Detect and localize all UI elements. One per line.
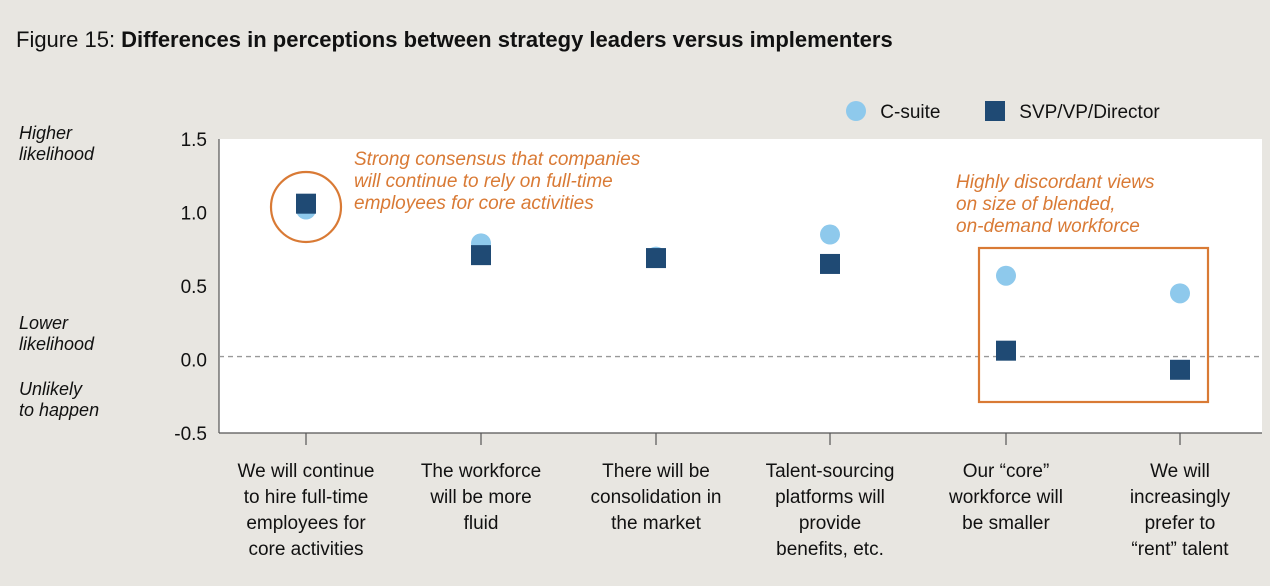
highlight-box (977, 246, 1210, 404)
svp-point (646, 248, 666, 269)
svp-point (1170, 359, 1190, 380)
side-label-line: likelihood (19, 144, 95, 164)
side-label-line: Unlikely (19, 379, 83, 399)
csuite-point (996, 265, 1016, 286)
legend-label-svp: SVP/VP/Director (1019, 102, 1160, 123)
annotation-text: Strong consensus that companies will cont… (354, 149, 641, 214)
legend-item-csuite: C-suite (845, 100, 940, 125)
x-category-label: Talent-sourcing platforms will provide bene… (766, 461, 895, 560)
legend-marker-square (985, 101, 1005, 121)
legend-item-svp: SVP/VP/Director (984, 100, 1160, 125)
side-label-line: Lower (19, 313, 69, 333)
higher-likelihood-label: Higher likelihood (19, 123, 94, 165)
figure-title: Differences in perceptions between strat… (121, 27, 893, 52)
y-tick-label: -0.5 (174, 424, 207, 445)
svp-point (296, 193, 316, 214)
unlikely-label: Unlikely to happen (19, 379, 99, 421)
x-category-label: We will increasingly prefer to “rent” talen… (1130, 461, 1231, 560)
y-tick-label: 1.5 (181, 130, 207, 151)
x-category-label: The workforce will be more fluid (421, 461, 541, 534)
legend-marker-circle (846, 101, 866, 121)
svp-point (471, 245, 491, 266)
figure-number: Figure 15: (16, 27, 122, 52)
y-tick-label: 0.5 (181, 277, 207, 298)
csuite-point (820, 224, 840, 245)
side-label-line: likelihood (19, 334, 95, 354)
y-tick-label: 1.0 (181, 204, 207, 225)
csuite-point (1170, 283, 1190, 304)
plot-area (219, 139, 1262, 433)
svp-point (996, 340, 1016, 361)
svp-point (820, 253, 840, 274)
highlight-circle (269, 170, 343, 244)
side-label-line: to happen (19, 400, 100, 420)
x-category-label: Our “core” workforce will be smaller (948, 461, 1063, 534)
page-title: Figure 15: Differences in perceptions be… (16, 26, 893, 54)
annotation-text: Highly discordant views on size of blende… (956, 172, 1155, 237)
y-tick-label: 0.0 (181, 351, 207, 372)
legend-label-csuite: C-suite (880, 102, 941, 123)
lower-likelihood-label: Lower likelihood (19, 313, 94, 355)
x-category-label: There will be consolidation in the market (591, 461, 722, 534)
x-category-label: We will continue to hire full-time employe… (238, 461, 375, 560)
side-label-line: Higher (19, 123, 73, 143)
